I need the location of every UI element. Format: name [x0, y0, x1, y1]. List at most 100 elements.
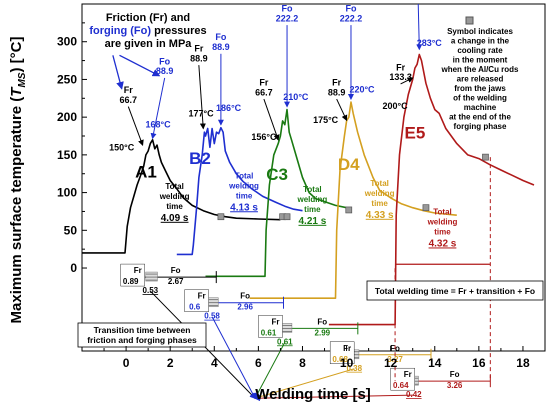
y-tick-label: 50 — [64, 223, 78, 237]
welding-time-text: time — [166, 202, 183, 211]
transition-note-box — [77, 322, 207, 348]
peak-temperature-label: 150°C — [109, 142, 135, 152]
y-tick-label: 0 — [70, 261, 77, 275]
welding-time-text: welding — [297, 195, 328, 204]
symbol-note-line: a change in the — [451, 37, 510, 46]
welding-time-text: Total — [370, 179, 389, 188]
friction-label: Fr — [198, 292, 206, 301]
series-line-d4 — [249, 101, 457, 299]
cooling-change-marker — [283, 213, 291, 221]
pressures-note-span: pressures — [151, 25, 207, 37]
friction-label-box — [390, 367, 415, 391]
symbol-note-marker — [465, 16, 474, 25]
pressure-arrow — [336, 98, 348, 122]
transition-note-line: friction and forging phases — [87, 335, 197, 345]
pressures-note-span: forging (Fo) — [89, 25, 151, 37]
pressures-note-line: are given in MPa — [105, 38, 193, 50]
y-tick-label: 250 — [57, 72, 77, 86]
friction-label: Fr — [343, 344, 351, 353]
transition-duration: 0.53 — [143, 286, 159, 295]
welding-time-text: time — [434, 227, 451, 236]
peak-temperature-label: 175°C — [313, 115, 339, 125]
forging-pressure-label: 88.9 — [156, 66, 174, 76]
series-line-a1 — [82, 139, 281, 254]
friction-label-box — [258, 315, 283, 338]
pressure-arrow — [263, 98, 280, 141]
peak-temperature-label: 210°C — [283, 92, 309, 102]
pressure-arrow — [400, 77, 414, 85]
x-axis-label: Welding time [s] — [255, 386, 371, 403]
symbol-note-line: in the moment — [453, 56, 508, 65]
friction-duration: 0.61 — [261, 328, 277, 337]
peak-temperature-label: 200°C — [383, 101, 409, 111]
friction-pressure-label: Fr — [194, 44, 203, 54]
y-tick-label: 150 — [57, 148, 77, 162]
forging-pressure-label: 88.9 — [212, 42, 230, 52]
cooling-change-marker — [217, 213, 225, 221]
transition-arrow — [254, 394, 414, 402]
friction-duration: 0.6 — [189, 303, 201, 312]
forging-label: Fo — [317, 317, 327, 326]
friction-pressure-label: 88.9 — [328, 87, 346, 97]
transition-note-line: Transition time between — [94, 325, 191, 335]
welding-time-value: 4.21 s — [298, 216, 326, 227]
peak-temperature-label: 220°C — [349, 84, 375, 94]
friction-label-box — [329, 341, 355, 364]
friction-label-box — [120, 263, 145, 287]
friction-pressure-label: Fr — [396, 62, 405, 72]
pressures-note-line: forging (Fo) pressures — [89, 25, 206, 37]
forging-label: Fo — [171, 266, 181, 275]
peak-temperature-label: 186°C — [216, 103, 242, 113]
forging-duration: 2.96 — [237, 303, 253, 312]
series-line-c3 — [205, 108, 347, 278]
x-tick-label: 18 — [516, 356, 530, 370]
symbol-note-line: when the Al/Cu rods — [440, 65, 519, 74]
friction-label: Fr — [134, 266, 142, 275]
friction-duration: 0.68 — [332, 355, 348, 364]
symbol-note-line: from the jaws — [454, 84, 506, 93]
friction-pressure-label: 88.9 — [190, 53, 208, 63]
forging-pressure-label: 355.6 — [407, 0, 430, 1]
pressure-arrow — [416, 3, 423, 51]
friction-pressure-label: Fr — [124, 85, 133, 95]
x-tick-label: 8 — [299, 356, 306, 370]
x-tick-label: 12 — [384, 356, 398, 370]
note-arrow — [112, 55, 124, 90]
plot-frame — [81, 3, 546, 352]
cooling-change-marker — [482, 153, 489, 161]
total-time-formula: Total welding time = Fr + transition + F… — [375, 286, 535, 296]
welding-time-text: Total — [303, 185, 322, 194]
symbol-note-line: Symbol indicates — [447, 27, 513, 36]
symbol-note-line: cooling rate — [457, 46, 503, 55]
forging-pressure-label: Fo — [282, 4, 293, 14]
transition-duration: 0.61 — [277, 337, 293, 346]
series-line-b2 — [176, 126, 303, 256]
curve-label-e5: E5 — [405, 123, 426, 142]
transition-duration: 0.42 — [406, 390, 422, 399]
x-tick-label: 10 — [340, 356, 354, 370]
pressures-note-span: Friction (Fr) and — [106, 12, 190, 24]
x-tick-label: 0 — [123, 356, 130, 370]
x-tick-label: 4 — [211, 356, 218, 370]
cooling-change-marker — [422, 204, 430, 212]
welding-time-text: welding — [228, 181, 259, 190]
pressure-arrow — [127, 106, 144, 147]
peak-temperature-label: 156°C — [251, 132, 277, 142]
friction-pressure-label: Fr — [332, 77, 341, 87]
pressures-note-line: Friction (Fr) and — [106, 12, 190, 24]
transition-arrow — [211, 316, 256, 400]
forging-duration: 2.67 — [168, 277, 184, 286]
x-tick-label: 6 — [255, 356, 262, 370]
pressure-arrow — [150, 77, 166, 140]
welding-time-value: 4.13 s — [230, 202, 258, 213]
transition-duration: 0.38 — [346, 364, 362, 373]
welding-time-text: welding — [159, 192, 190, 201]
x-tick-label: 2 — [167, 356, 174, 370]
y-axis-label: Maximum surface temperature (TMS) [°C] — [8, 37, 28, 324]
symbol-note-line: of the welding — [453, 94, 507, 103]
symbol-note-line: at the end of the — [449, 113, 511, 122]
curve-label-b2: B2 — [189, 149, 211, 168]
friction-label-box — [184, 289, 209, 312]
pressure-arrow — [198, 65, 206, 130]
